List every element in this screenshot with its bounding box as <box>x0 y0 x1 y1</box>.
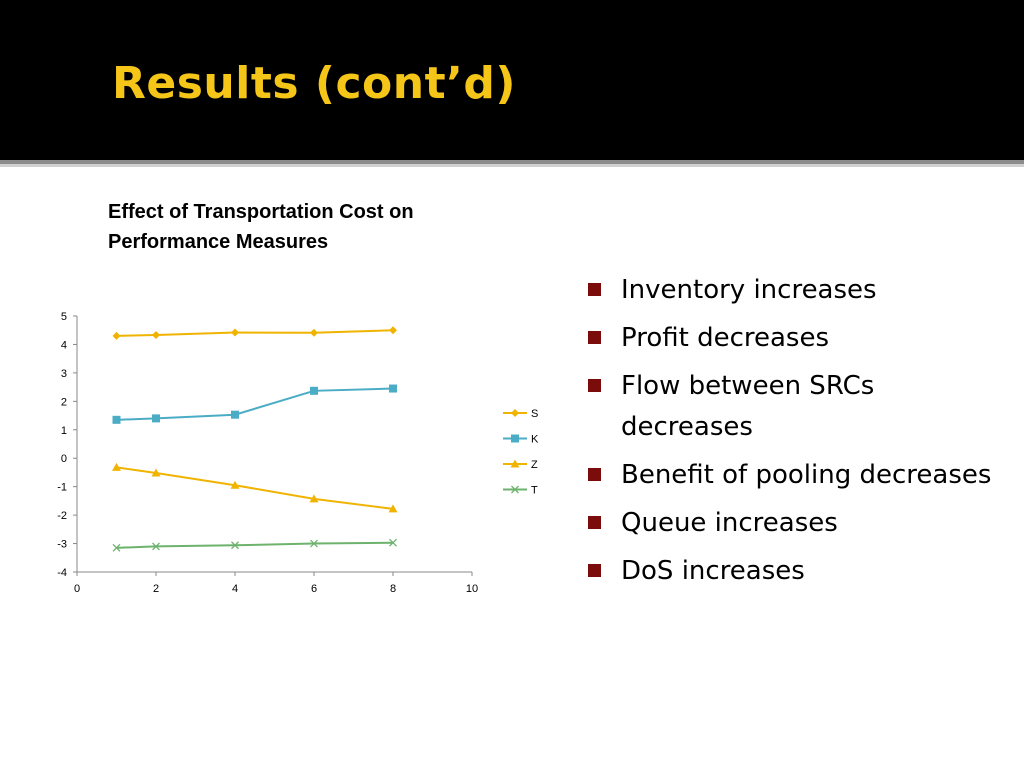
header-band <box>0 0 1024 160</box>
bullet-square-icon <box>588 379 601 392</box>
bullet-item: Inventory increases <box>586 270 1006 311</box>
y-tick-label: 5 <box>61 311 67 323</box>
data-point-t <box>389 538 397 547</box>
legend-label-z: Z <box>531 459 538 471</box>
bullet-text: Profit decreases <box>621 323 830 353</box>
data-point-k <box>389 384 397 393</box>
y-tick-label: -2 <box>57 510 67 522</box>
bullet-item: DoS increases <box>586 551 1006 592</box>
bullet-square-icon <box>588 331 601 344</box>
data-point-k <box>231 410 239 419</box>
bullet-item: Flow between SRCs decreases <box>586 366 1006 448</box>
y-tick-label: 4 <box>61 339 67 351</box>
y-tick-label: 1 <box>61 425 67 437</box>
data-point-s <box>231 328 239 337</box>
bullet-item: Benefit of pooling decreases <box>586 455 1006 496</box>
x-tick-label: 4 <box>232 583 238 595</box>
legend-label-t: T <box>531 485 538 497</box>
x-tick-label: 0 <box>74 583 80 595</box>
x-tick-label: 10 <box>466 583 478 595</box>
data-point-z <box>388 504 398 513</box>
x-tick-label: 2 <box>153 583 159 595</box>
data-point-t <box>310 539 318 548</box>
data-point-k <box>112 415 121 424</box>
data-point-s <box>112 331 121 340</box>
legend-marker-t <box>511 485 519 494</box>
bullet-square-icon <box>588 564 601 577</box>
bullet-list: Inventory increases Profit decreases Flow … <box>586 270 1006 599</box>
y-tick-label: 0 <box>61 453 67 465</box>
slide-title: Results (cont’d) <box>112 58 516 109</box>
bullet-item: Queue increases <box>586 503 1006 544</box>
y-tick-label: -4 <box>57 567 67 579</box>
data-point-s <box>389 326 397 335</box>
chart-title: Effect of Transportation Cost on Perform… <box>108 201 414 253</box>
data-point-s <box>152 331 160 340</box>
legend-marker-z <box>510 459 520 468</box>
legend-marker-k <box>511 434 519 443</box>
x-tick-label: 8 <box>390 583 396 595</box>
bullet-square-icon <box>588 468 601 481</box>
y-tick-label: -1 <box>57 482 67 494</box>
bullet-text: Inventory increases <box>621 275 877 305</box>
bullet-square-icon <box>588 283 601 296</box>
legend-label-s: S <box>531 408 538 420</box>
data-point-t <box>152 542 160 551</box>
data-point-t <box>112 543 121 552</box>
y-tick-label: -3 <box>57 539 67 551</box>
data-point-z <box>112 462 121 471</box>
data-point-z <box>151 468 161 477</box>
bullet-text: DoS increases <box>621 556 805 586</box>
data-point-z <box>309 494 319 503</box>
x-tick-label: 6 <box>311 583 317 595</box>
data-point-z <box>230 480 240 489</box>
header-divider <box>0 160 1024 164</box>
bullet-item: Profit decreases <box>586 318 1006 359</box>
legend-label-k: K <box>531 434 539 446</box>
header-divider-light <box>0 164 1024 167</box>
y-tick-label: 2 <box>61 396 67 408</box>
legend-marker-s <box>511 409 519 417</box>
data-point-s <box>310 328 318 337</box>
y-tick-label: 3 <box>61 368 67 380</box>
data-point-k <box>310 386 318 395</box>
bullet-text: Benefit of pooling decreases <box>621 460 992 490</box>
bullet-text: Queue increases <box>621 508 838 538</box>
bullet-text: Flow between SRCs decreases <box>621 371 875 442</box>
bullet-square-icon <box>588 516 601 529</box>
data-point-t <box>231 541 239 550</box>
data-point-k <box>152 414 160 423</box>
